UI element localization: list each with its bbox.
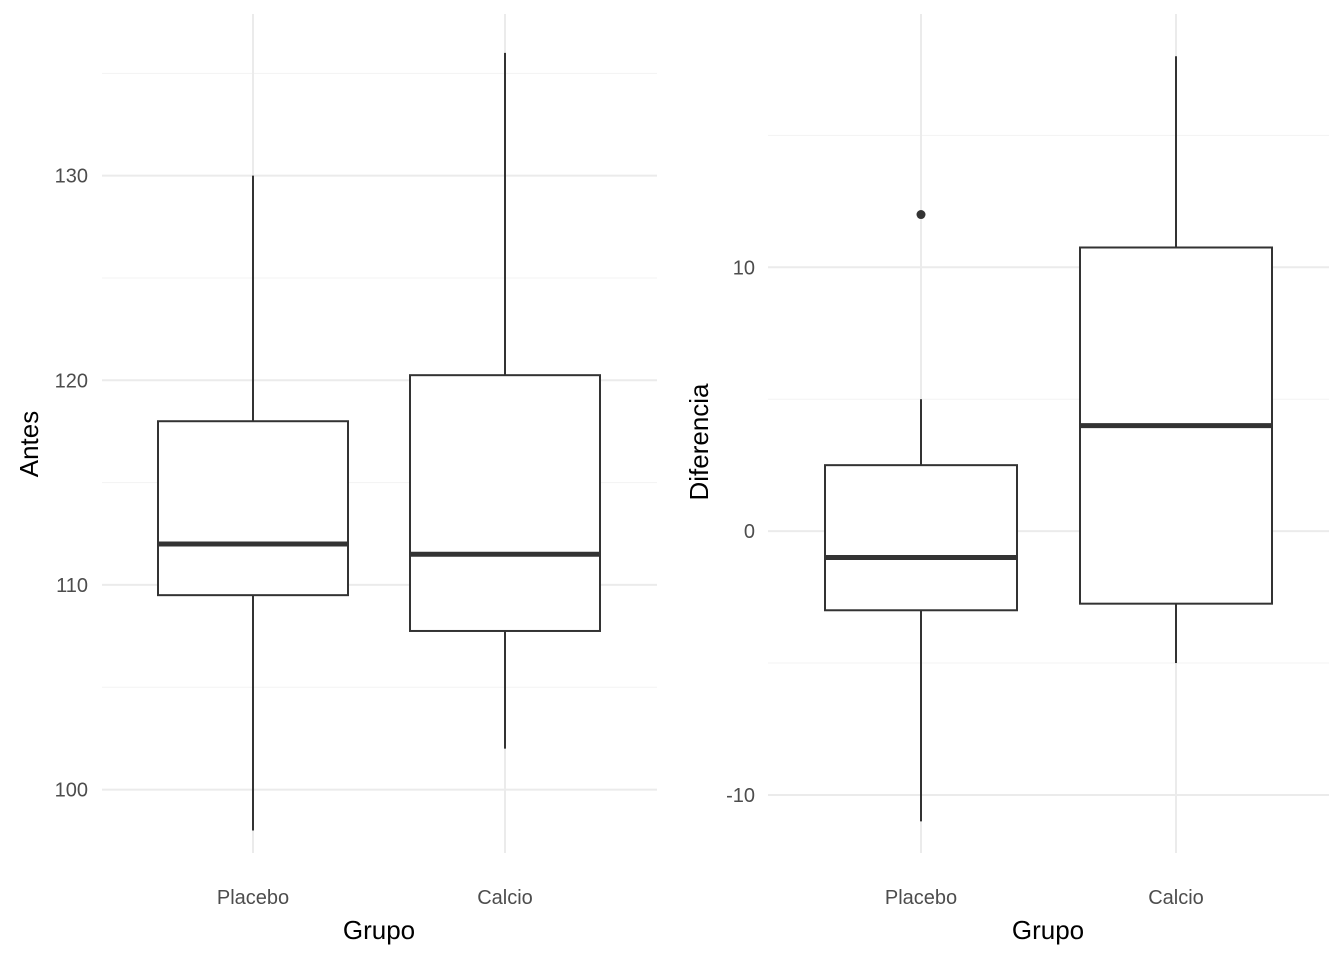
x-axis-title: Grupo — [343, 915, 415, 945]
box-calcio — [409, 52, 601, 749]
chart-panel-1: 100 110 120 130 Placebo Calcio Grupo Antes — [14, 14, 657, 945]
x-tick-label: Placebo — [217, 887, 289, 909]
y-tick-label: -10 — [726, 785, 755, 807]
y-tick-label: 10 — [733, 257, 755, 279]
box-iqr — [157, 420, 349, 597]
x-axis-title: Grupo — [1012, 915, 1084, 945]
x-tick-label: Placebo — [885, 887, 957, 909]
y-tick-label: 120 — [55, 370, 88, 392]
box-calcio — [1079, 56, 1273, 664]
y-axis-title: Diferencia — [684, 383, 714, 501]
y-axis-title: Antes — [14, 411, 44, 478]
outlier-point — [916, 210, 926, 220]
y-tick-label: 110 — [56, 575, 88, 597]
chart-panel-2: -10 0 10 Placebo Calcio Grupo Diferencia — [684, 14, 1329, 945]
box-placebo — [824, 210, 1018, 822]
x-tick-label: Calcio — [477, 887, 533, 909]
y-tick-label: 0 — [744, 521, 755, 543]
box-iqr — [409, 374, 601, 632]
x-tick-label: Calcio — [1148, 887, 1204, 909]
box-iqr — [824, 464, 1018, 612]
y-tick-label: 130 — [55, 166, 88, 188]
box-placebo — [157, 175, 349, 831]
y-tick-label: 100 — [55, 780, 88, 802]
